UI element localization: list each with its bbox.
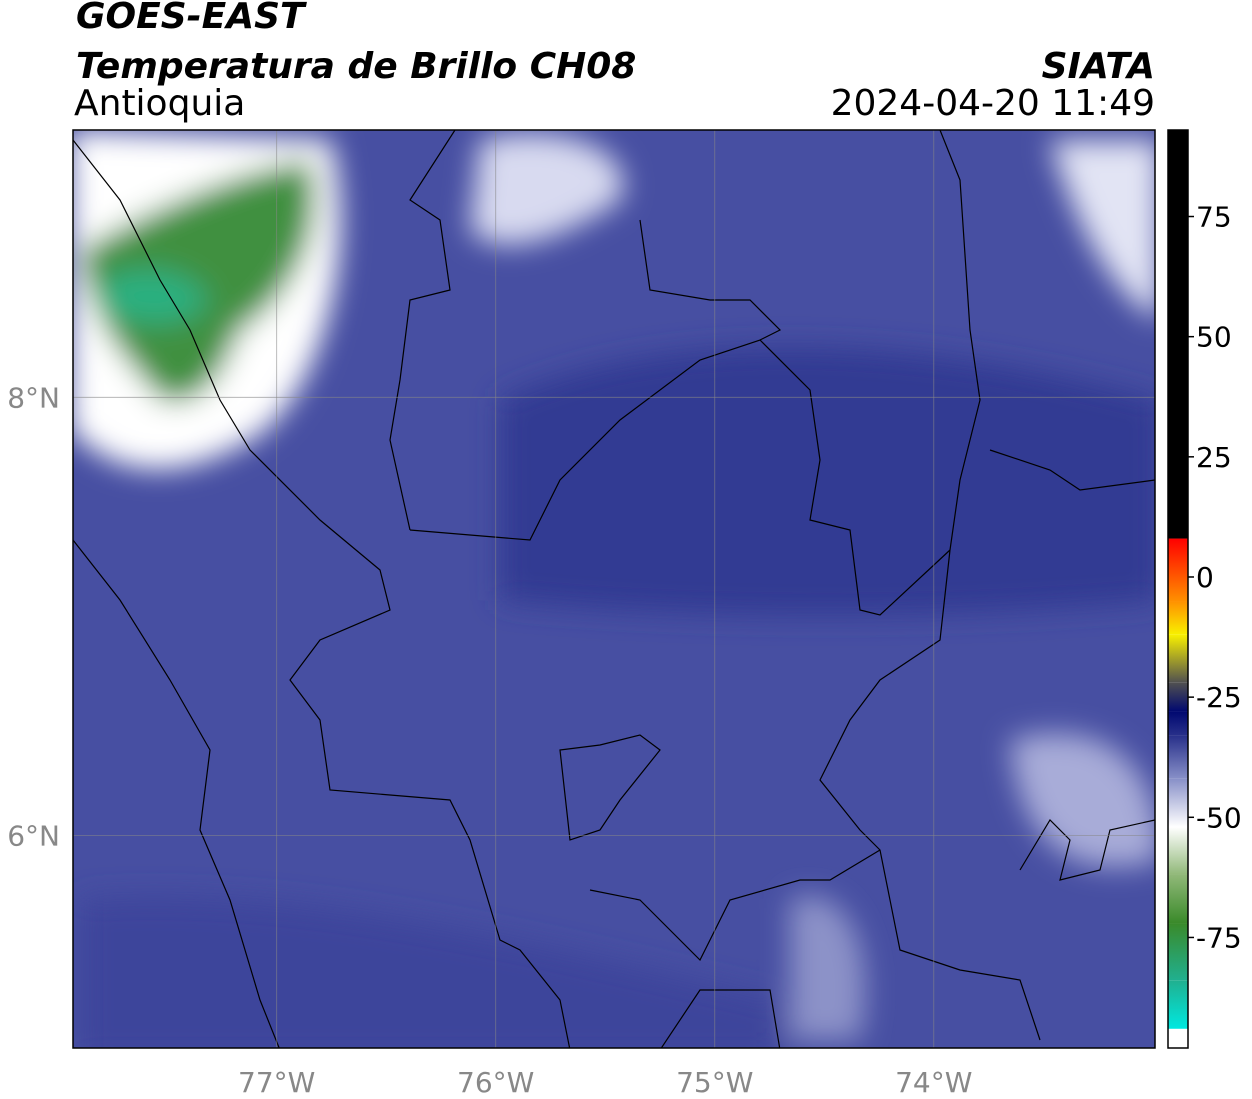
field-shading — [73, 130, 1155, 1048]
colorbar-segment — [1168, 538, 1188, 602]
colorbar-tick-label: -75 — [1196, 921, 1242, 954]
warm-cloud — [470, 133, 624, 245]
region: Antioquia — [74, 83, 245, 124]
subtitle: Temperatura de Brillo CH08 — [76, 46, 636, 87]
colorbar-tick-label: -50 — [1196, 801, 1242, 834]
colorbar-tick-label: 25 — [1196, 441, 1232, 474]
x-tick-label: 76°W — [457, 1066, 534, 1099]
y-tick-label: 6°N — [7, 819, 60, 852]
colorbar-segment — [1168, 923, 1188, 981]
colorbar-segment — [1168, 826, 1188, 875]
colorbar-segment — [1168, 711, 1188, 736]
cloud-core — [80, 160, 316, 402]
source: SIATA — [1042, 46, 1155, 87]
colorbar-segment — [1168, 980, 1188, 1029]
colorbar-segment — [1168, 634, 1188, 683]
x-tick-label: 77°W — [238, 1066, 315, 1099]
colorbar-segment — [1168, 778, 1188, 827]
x-tick-label: 74°W — [895, 1066, 972, 1099]
map-field — [73, 130, 1155, 1048]
colorbar-tick-label: 0 — [1196, 561, 1214, 594]
colorbar-tick-label: 50 — [1196, 321, 1232, 354]
x-tick-label: 75°W — [676, 1066, 753, 1099]
colorbar-tick-label: 75 — [1196, 201, 1232, 234]
datetime: 2024-04-20 11:49 — [831, 83, 1155, 124]
warm-cloud — [1050, 140, 1155, 318]
colorbar-segment — [1168, 130, 1188, 539]
colorbar-segment — [1168, 735, 1188, 779]
warm-cloud — [790, 896, 866, 1040]
cold-band — [500, 347, 1155, 615]
colorbar-segment — [1168, 601, 1188, 635]
colorbar-segment — [1168, 874, 1188, 924]
colorbar-segment — [1168, 682, 1188, 712]
borders — [73, 130, 1155, 1048]
colorbar-frame — [1167, 129, 1189, 1049]
colorbar-segment — [1168, 1028, 1188, 1048]
map-frame — [72, 129, 1156, 1049]
cloud-core — [100, 269, 210, 324]
warm-cloud — [1010, 733, 1155, 867]
y-tick-label: 8°N — [7, 381, 60, 414]
title: GOES-EAST — [76, 0, 307, 37]
colorbar-tick-label: -25 — [1196, 681, 1242, 714]
cold-band — [80, 896, 780, 1048]
